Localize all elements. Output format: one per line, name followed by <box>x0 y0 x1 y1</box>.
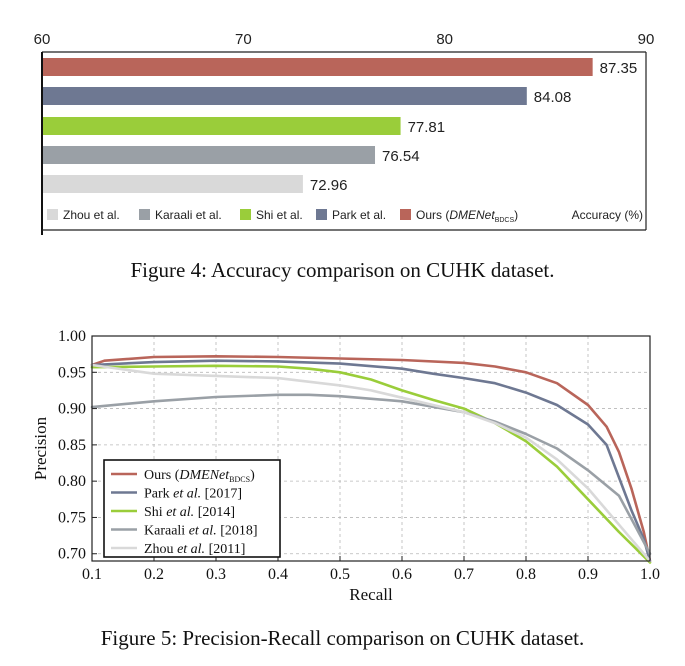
series-line-karaali <box>90 393 652 555</box>
x-tick-label: 0.9 <box>578 566 598 583</box>
y-axis-title: Precision <box>31 416 50 480</box>
y-tick-label: 0.80 <box>58 473 86 490</box>
y-tick-label: 0.85 <box>58 437 86 454</box>
x-tick-label: 0.3 <box>206 566 226 583</box>
x-tick-label: 0.6 <box>392 566 412 583</box>
legend-swatch-zhou <box>47 209 58 220</box>
bar-value-label-shi: 77.81 <box>408 119 446 136</box>
x-tick-label: 80 <box>436 31 453 48</box>
legend-label-shi: Shi et al. [2014] <box>144 505 235 520</box>
legend-label-karaali: Karaali et al. <box>155 208 222 222</box>
series-line-shi <box>90 364 652 564</box>
legend-label-park: Park et al. <box>332 208 386 222</box>
y-tick-label: 0.70 <box>58 546 86 563</box>
bar-zhou <box>43 175 303 193</box>
legend-label-karaali: Karaali et al. [2018] <box>144 524 258 539</box>
figure-5-caption: Figure 5: Precision-Recall comparison on… <box>100 626 585 650</box>
series-line-zhou <box>90 363 652 563</box>
legend-label-ours: Ours (DMENetBDCS) <box>416 208 518 224</box>
legend-label-shi: Shi et al. <box>256 208 303 222</box>
bar-value-label-ours: 87.35 <box>600 60 638 77</box>
legend-swatch-shi <box>240 209 251 220</box>
x-tick-label: 0.2 <box>144 566 164 583</box>
legend-box <box>103 459 281 558</box>
x-tick-label: 70 <box>235 31 252 48</box>
legend-swatch-ours <box>400 209 411 220</box>
legend-accuracy-label: Accuracy (%) <box>572 208 643 222</box>
bar-shi <box>43 117 401 135</box>
legend-swatch-karaali <box>139 209 150 220</box>
precision-recall-chart: 0.1 0.2 0.3 0.4 0.5 0.6 0.7 0.8 0.9 1.0 0.70 0.75 0.… <box>31 328 660 604</box>
y-tick-label: 0.90 <box>58 401 86 418</box>
series-line-ours <box>90 355 652 563</box>
plot-frame <box>91 335 651 562</box>
x-tick-label: 60 <box>34 31 51 48</box>
x-tick-label: 0.4 <box>268 566 288 583</box>
x-tick-label: 0.7 <box>454 566 474 583</box>
x-tick-label: 1.0 <box>640 566 660 583</box>
y-tick-label: 0.75 <box>58 509 86 526</box>
y-tick-label: 1.00 <box>58 328 86 345</box>
bar-value-label-park: 84.08 <box>534 89 572 106</box>
figure-4-caption: Figure 4: Accuracy comparison on CUHK da… <box>130 258 555 282</box>
x-axis-title: Recall <box>349 585 393 604</box>
x-tick-label: 90 <box>638 31 655 48</box>
legend-label-zhou: Zhou et al. <box>63 208 120 222</box>
x-tick-label: 0.5 <box>330 566 350 583</box>
legend-label-ours: Ours (DMENetBDCS) <box>144 468 255 484</box>
y-tick-label: 0.95 <box>58 364 86 381</box>
series-line-park <box>90 359 652 563</box>
legend-swatch-park <box>316 209 327 220</box>
bar-ours <box>43 58 593 76</box>
legend-label-park: Park et al. [2017] <box>144 487 242 502</box>
bar-value-label-karaali: 76.54 <box>382 148 420 165</box>
bar-park <box>43 87 527 105</box>
bar-value-label-zhou: 72.96 <box>310 177 348 194</box>
x-tick-label: 0.1 <box>82 566 102 583</box>
bar-karaali <box>43 146 376 164</box>
legend-label-zhou: Zhou et al. [2011] <box>144 542 245 557</box>
x-tick-label: 0.8 <box>516 566 536 583</box>
